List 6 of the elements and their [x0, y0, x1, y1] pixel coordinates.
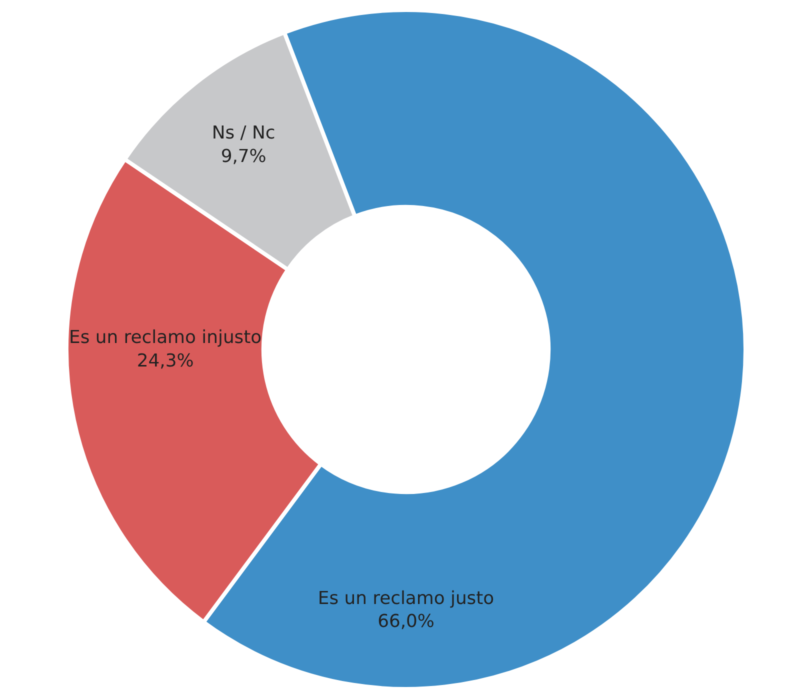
data-label: 9,7%: [220, 146, 266, 167]
slice-label: Es un reclamo justo: [318, 588, 494, 609]
data-label: 66,0%: [378, 611, 434, 632]
data-label: 24,3%: [136, 350, 194, 372]
slice-label: Es un reclamo injusto: [69, 327, 262, 348]
slice-label: Ns / Nc: [212, 122, 276, 144]
